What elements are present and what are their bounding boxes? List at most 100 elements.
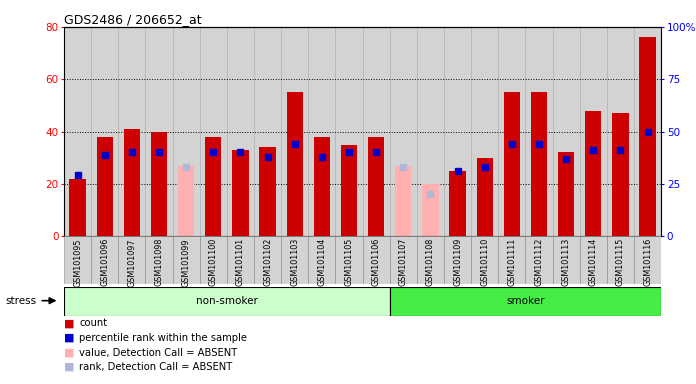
Bar bbox=[118, 27, 145, 236]
Bar bbox=[417, 236, 444, 284]
Bar bbox=[254, 236, 281, 284]
Text: GSM101103: GSM101103 bbox=[290, 238, 299, 286]
Bar bbox=[444, 236, 471, 284]
Text: GSM101102: GSM101102 bbox=[263, 238, 272, 286]
Bar bbox=[308, 27, 335, 236]
Text: stress: stress bbox=[6, 296, 37, 306]
Bar bbox=[390, 27, 417, 236]
Bar bbox=[227, 236, 254, 284]
Bar bbox=[64, 287, 390, 316]
Text: value, Detection Call = ABSENT: value, Detection Call = ABSENT bbox=[79, 348, 237, 358]
Text: GSM101098: GSM101098 bbox=[155, 238, 164, 286]
Bar bbox=[640, 37, 656, 236]
Bar bbox=[471, 27, 498, 236]
Bar bbox=[612, 113, 628, 236]
Bar bbox=[417, 27, 444, 236]
Text: GSM101109: GSM101109 bbox=[453, 238, 462, 286]
Bar bbox=[504, 92, 520, 236]
Bar bbox=[390, 287, 661, 316]
Bar bbox=[227, 27, 254, 236]
Bar bbox=[124, 129, 140, 236]
Bar bbox=[308, 236, 335, 284]
Bar bbox=[553, 236, 580, 284]
Text: GSM101112: GSM101112 bbox=[535, 238, 544, 286]
Bar bbox=[151, 131, 167, 236]
Text: GSM101097: GSM101097 bbox=[127, 238, 136, 286]
Bar bbox=[395, 166, 411, 236]
Bar bbox=[553, 27, 580, 236]
Bar bbox=[173, 236, 200, 284]
Bar bbox=[607, 236, 634, 284]
Text: GSM101113: GSM101113 bbox=[562, 238, 571, 286]
Bar bbox=[498, 27, 525, 236]
Text: ■: ■ bbox=[64, 362, 74, 372]
Text: GSM101110: GSM101110 bbox=[480, 238, 489, 286]
Bar bbox=[585, 111, 601, 236]
Bar bbox=[580, 236, 607, 284]
Text: GSM101104: GSM101104 bbox=[317, 238, 326, 286]
Bar bbox=[287, 92, 303, 236]
Text: GSM101115: GSM101115 bbox=[616, 238, 625, 286]
Bar bbox=[145, 236, 173, 284]
Bar bbox=[200, 236, 227, 284]
Text: GSM101116: GSM101116 bbox=[643, 238, 652, 286]
Bar bbox=[477, 158, 493, 236]
Bar bbox=[97, 137, 113, 236]
Text: ■: ■ bbox=[64, 318, 74, 328]
Bar bbox=[178, 166, 194, 236]
Bar bbox=[444, 27, 471, 236]
Text: ■: ■ bbox=[64, 333, 74, 343]
Bar bbox=[498, 236, 525, 284]
Text: GSM101111: GSM101111 bbox=[507, 238, 516, 286]
Bar bbox=[390, 236, 417, 284]
Text: GSM101114: GSM101114 bbox=[589, 238, 598, 286]
Text: GSM101107: GSM101107 bbox=[399, 238, 408, 286]
Text: GSM101100: GSM101100 bbox=[209, 238, 218, 286]
Text: GSM101096: GSM101096 bbox=[100, 238, 109, 286]
Bar bbox=[335, 236, 363, 284]
Bar bbox=[64, 27, 91, 236]
Bar bbox=[341, 145, 357, 236]
Text: rank, Detection Call = ABSENT: rank, Detection Call = ABSENT bbox=[79, 362, 232, 372]
Bar bbox=[205, 137, 221, 236]
Text: GSM101106: GSM101106 bbox=[372, 238, 381, 286]
Bar bbox=[260, 147, 276, 236]
Bar bbox=[173, 27, 200, 236]
Text: smoker: smoker bbox=[506, 296, 545, 306]
Bar bbox=[314, 137, 330, 236]
Bar bbox=[200, 27, 227, 236]
Bar bbox=[531, 92, 547, 236]
Bar bbox=[368, 137, 384, 236]
Bar bbox=[363, 27, 390, 236]
Text: count: count bbox=[79, 318, 107, 328]
Text: GSM101099: GSM101099 bbox=[182, 238, 191, 286]
Bar bbox=[525, 27, 553, 236]
Bar bbox=[335, 27, 363, 236]
Text: ■: ■ bbox=[64, 348, 74, 358]
Bar bbox=[558, 152, 574, 236]
Text: GSM101105: GSM101105 bbox=[345, 238, 354, 286]
Bar bbox=[145, 27, 173, 236]
Bar bbox=[634, 236, 661, 284]
Text: GDS2486 / 206652_at: GDS2486 / 206652_at bbox=[64, 13, 202, 26]
Text: percentile rank within the sample: percentile rank within the sample bbox=[79, 333, 247, 343]
Bar bbox=[422, 184, 438, 236]
Text: GSM101101: GSM101101 bbox=[236, 238, 245, 286]
Bar bbox=[91, 236, 118, 284]
Bar bbox=[232, 150, 248, 236]
Bar bbox=[254, 27, 281, 236]
Bar bbox=[118, 236, 145, 284]
Bar bbox=[450, 171, 466, 236]
Text: GSM101108: GSM101108 bbox=[426, 238, 435, 286]
Bar bbox=[634, 27, 661, 236]
Bar bbox=[607, 27, 634, 236]
Bar bbox=[281, 27, 308, 236]
Bar bbox=[525, 236, 553, 284]
Bar bbox=[363, 236, 390, 284]
Bar bbox=[64, 236, 91, 284]
Bar bbox=[70, 179, 86, 236]
Text: non-smoker: non-smoker bbox=[196, 296, 258, 306]
Bar bbox=[91, 27, 118, 236]
Bar bbox=[471, 236, 498, 284]
Text: GSM101095: GSM101095 bbox=[73, 238, 82, 286]
